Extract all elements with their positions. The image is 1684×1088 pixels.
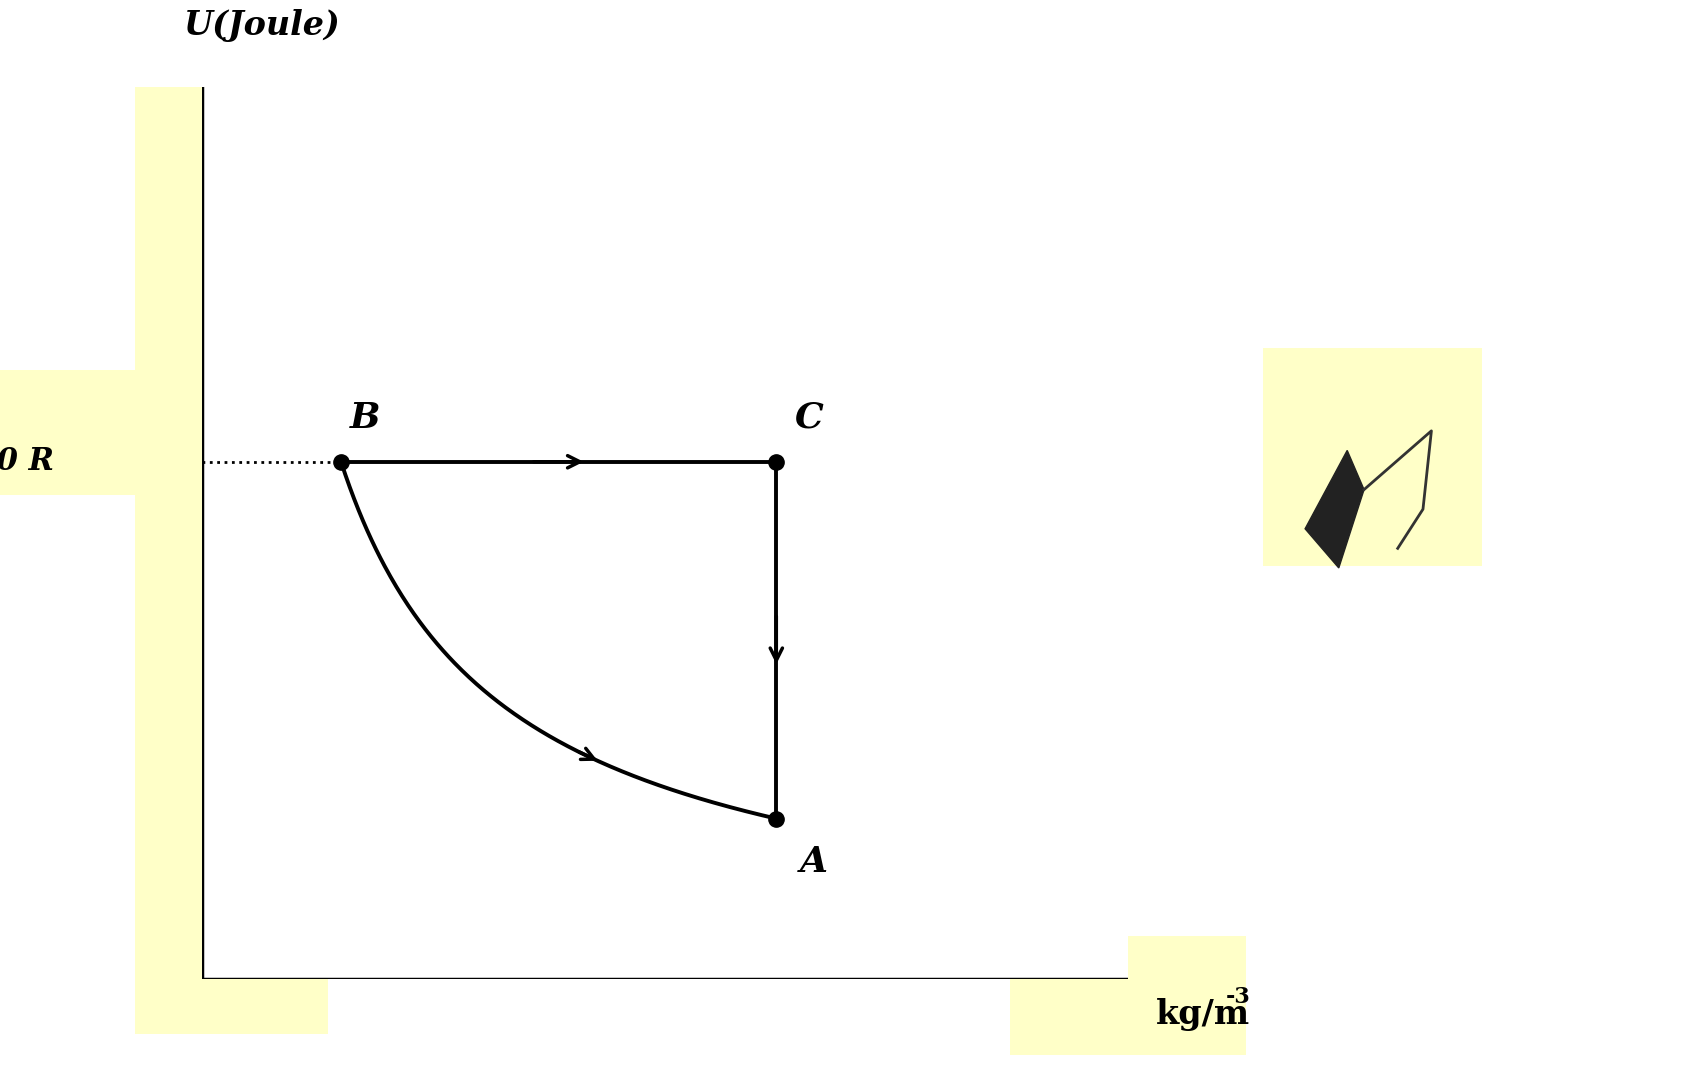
- Text: B: B: [350, 401, 381, 435]
- Text: A: A: [800, 845, 827, 879]
- Polygon shape: [1305, 450, 1364, 568]
- Text: kg/m: kg/m: [1155, 999, 1250, 1031]
- Text: -3: -3: [1226, 986, 1250, 1009]
- Text: U(Joule): U(Joule): [184, 10, 340, 42]
- Text: 3000 R: 3000 R: [0, 446, 54, 478]
- Text: C: C: [795, 401, 823, 435]
